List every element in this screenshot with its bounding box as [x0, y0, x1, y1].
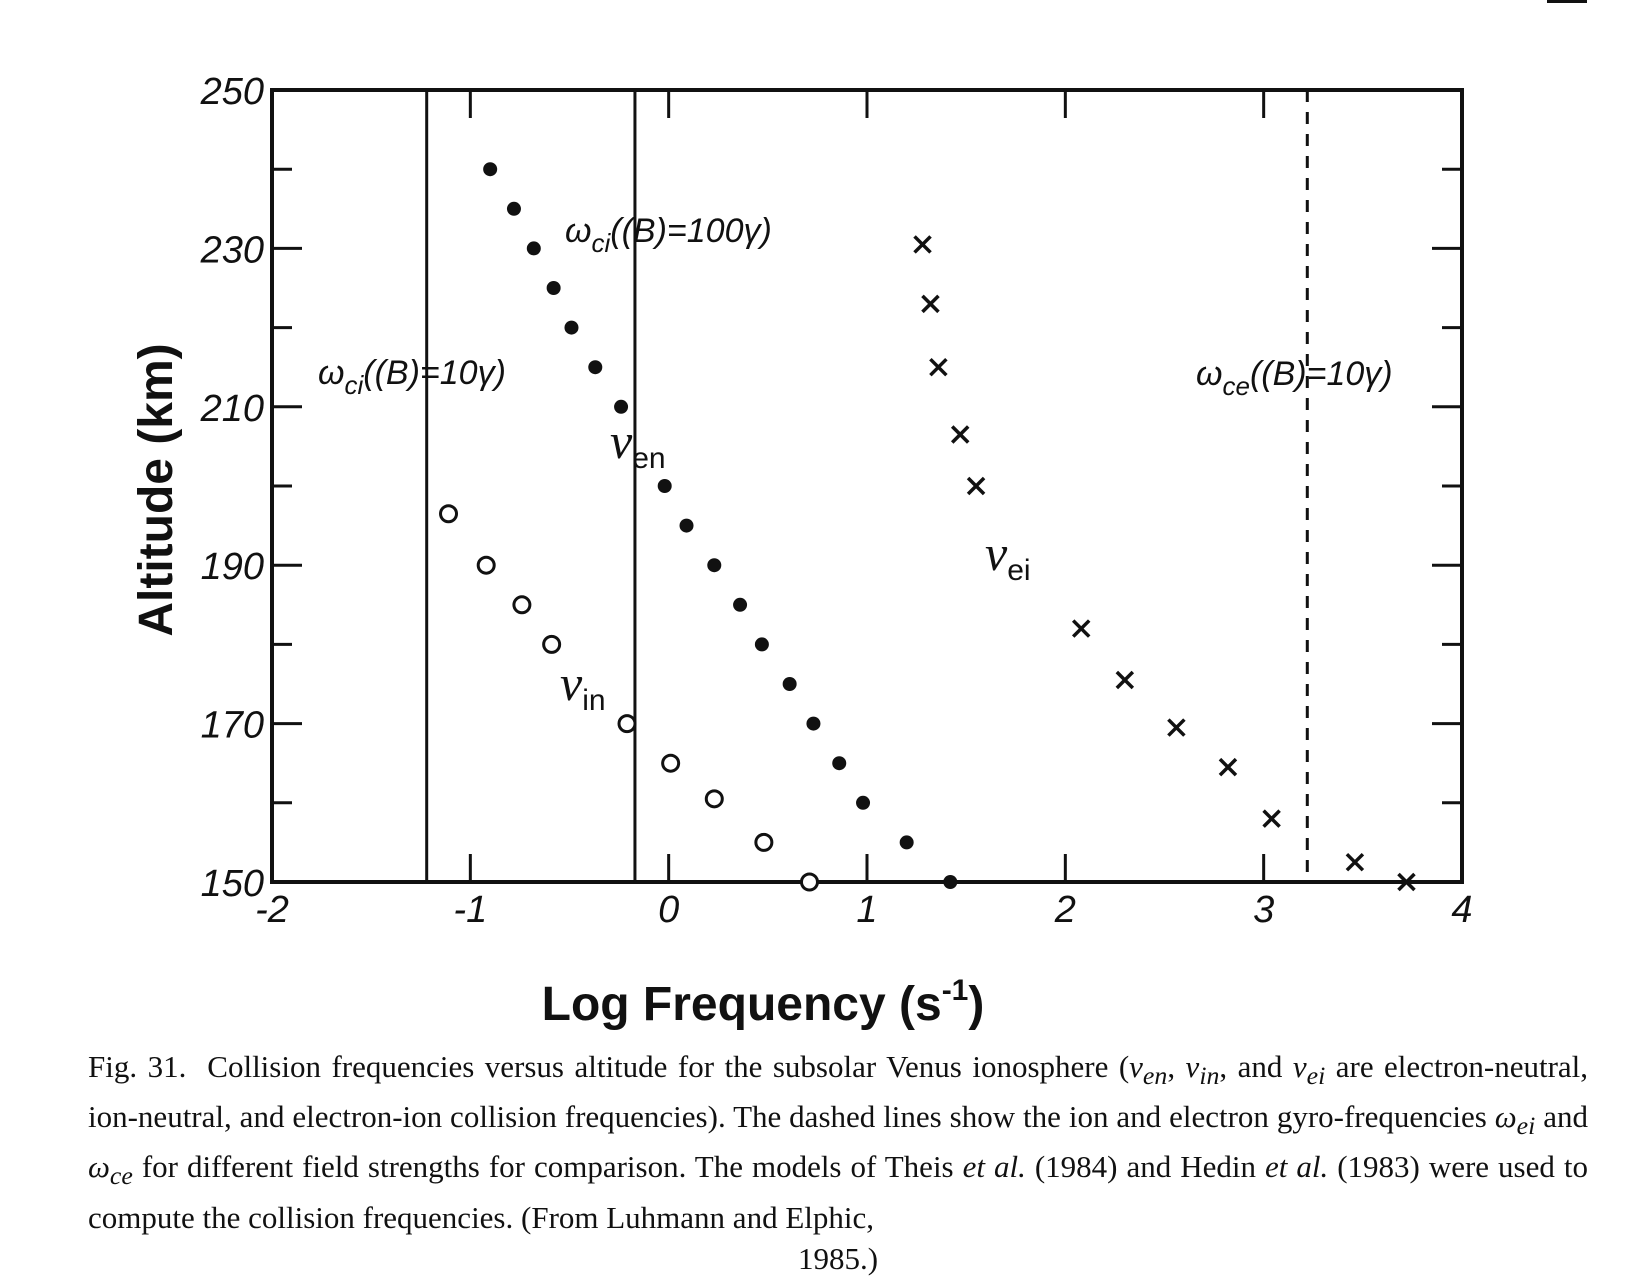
cross-stroke: [1262, 809, 1281, 828]
point-nu-ei: [1167, 718, 1186, 737]
point-nu-en: [707, 558, 722, 573]
cross-stroke: [1115, 670, 1135, 690]
cross-stroke: [950, 425, 970, 444]
point-nu-ei: [1071, 619, 1091, 638]
point-nu-en: [679, 518, 694, 533]
x-tick-label: 1: [856, 889, 877, 931]
x-tick-label: 4: [1451, 889, 1472, 931]
point-nu-en: [832, 756, 847, 771]
plot-frame: [270, 88, 1464, 884]
point-nu-ei: [1345, 852, 1365, 872]
data-points: [439, 162, 1416, 892]
point-nu-en: [754, 637, 769, 652]
point-nu-in: [512, 595, 532, 615]
reference-line-label: ωce((B)=10γ): [1196, 355, 1393, 401]
series-label-nu-in: νin: [560, 655, 606, 717]
point-nu-in: [799, 872, 819, 892]
y-tick-label: 170: [201, 705, 264, 747]
point-nu-ei: [1218, 757, 1238, 777]
point-nu-en: [564, 320, 579, 335]
point-nu-en: [483, 162, 498, 177]
x-tick-label: 3: [1253, 889, 1274, 931]
x-tick-label: -1: [453, 889, 487, 931]
x-tick-label: 2: [1054, 889, 1076, 931]
point-nu-en: [782, 677, 797, 691]
point-nu-ei: [1397, 872, 1416, 892]
point-nu-en: [526, 241, 541, 256]
point-nu-in: [476, 555, 496, 575]
y-tick-label: 190: [201, 546, 264, 588]
point-nu-en: [806, 716, 821, 731]
point-nu-ei: [929, 357, 948, 377]
point-nu-in: [439, 504, 459, 524]
point-nu-en: [588, 360, 603, 375]
series-label-nu-en: νen: [610, 413, 666, 475]
cross-stroke: [1345, 852, 1365, 872]
cross-stroke: [1218, 757, 1238, 777]
x-tick-label: 0: [658, 889, 679, 931]
point-nu-ei: [913, 235, 932, 254]
cross-stroke: [1071, 619, 1091, 638]
point-nu-ei: [966, 476, 986, 496]
reference-line-label: ωci((B)=10γ): [318, 354, 506, 400]
axis-tick-labels: -2 -1 0 1 2 3 4 150 170 190 210 230 250: [200, 71, 1473, 931]
point-nu-en: [733, 597, 748, 612]
y-tick-label: 250: [200, 71, 264, 113]
x-tick-label: -2: [255, 889, 289, 931]
reference-line-label: ωci((B)=100γ): [565, 212, 772, 258]
cross-stroke: [913, 235, 932, 254]
point-nu-en: [943, 875, 958, 889]
cross-stroke: [966, 476, 986, 496]
series-label-nu-ei: νei: [985, 525, 1031, 587]
point-nu-en: [546, 281, 561, 295]
point-nu-ei: [1115, 670, 1135, 690]
point-nu-en: [899, 835, 914, 850]
axis-ticks: [270, 88, 1464, 884]
point-nu-in: [542, 634, 562, 654]
y-tick-label: 150: [201, 863, 264, 905]
point-nu-in: [617, 714, 637, 734]
page-edge-mark: [1547, 0, 1587, 3]
point-nu-in: [704, 789, 724, 809]
series-labels: νen νin νei: [560, 413, 1031, 717]
chart: -2 -1 0 1 2 3 4 150 170 190 210 230 250 νen νin νei ωc…: [130, 71, 1473, 1031]
point-nu-ei: [950, 425, 970, 444]
cross-stroke: [1397, 872, 1416, 892]
point-nu-en: [856, 795, 871, 810]
point-nu-en: [506, 201, 521, 216]
point-nu-in: [661, 753, 681, 773]
point-nu-en: [614, 399, 629, 414]
caption-label: Fig. 31.: [88, 1049, 187, 1084]
reference-line-labels: ωci((B)=10γ) ωci((B)=100γ) ωce((B)=10γ): [318, 212, 1393, 401]
point-nu-ei: [921, 294, 940, 314]
figure-caption: Fig. 31. Collision frequencies versus al…: [88, 1049, 1589, 1276]
cross-stroke: [921, 294, 940, 314]
y-axis-title: Altitude (km): [130, 343, 183, 636]
point-nu-en: [657, 479, 672, 493]
reference-lines: [425, 90, 1309, 882]
y-tick-label: 230: [200, 229, 264, 271]
y-tick-label: 210: [200, 388, 264, 430]
cross-stroke: [929, 357, 948, 377]
cross-stroke: [1167, 718, 1186, 737]
x-axis-title: Log Frequency (s-1): [542, 974, 985, 1031]
point-nu-ei: [1262, 809, 1281, 828]
point-nu-in: [754, 832, 774, 852]
